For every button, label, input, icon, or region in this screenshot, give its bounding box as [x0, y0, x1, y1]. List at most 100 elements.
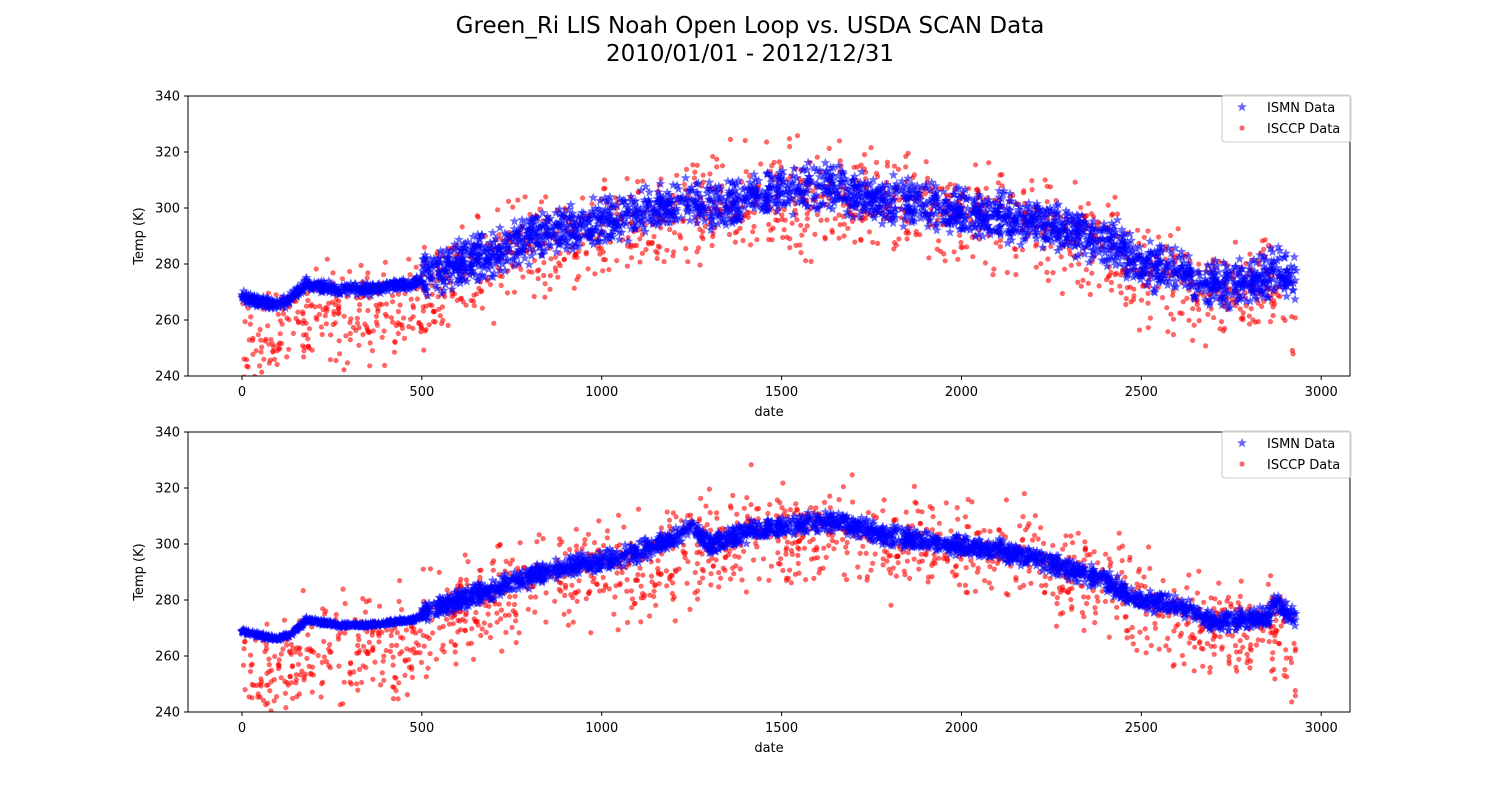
- isccp-point: [323, 658, 330, 665]
- isccp-point: [347, 330, 353, 337]
- isccp-point: [479, 305, 485, 311]
- ismn-point: [1031, 222, 1042, 232]
- ismn-point: [486, 243, 497, 253]
- ismn-point: [643, 194, 654, 204]
- isccp-point: [614, 570, 620, 576]
- isccp-point: [1237, 593, 1243, 600]
- ismn-point: [958, 217, 969, 228]
- isccp-point: [253, 348, 259, 354]
- ismn-point: [667, 197, 678, 207]
- ismn-point: [983, 194, 994, 205]
- isccp-point: [333, 357, 339, 364]
- ismn-point: [1104, 225, 1114, 235]
- isccp-point: [403, 627, 409, 633]
- ismn-point: [1002, 211, 1013, 222]
- ismn-point: [529, 225, 540, 235]
- isccp-point: [922, 191, 928, 197]
- ismn-point: [1234, 266, 1245, 276]
- isccp-point: [1122, 574, 1128, 580]
- isccp-point: [370, 676, 376, 682]
- ismn-point: [1199, 286, 1210, 296]
- ismn-point: [822, 183, 833, 193]
- isccp-point: [860, 543, 866, 549]
- ismn-point: [312, 278, 322, 288]
- isccp-point: [781, 227, 787, 233]
- ismn-point: [882, 212, 892, 223]
- isccp-point: [294, 693, 300, 700]
- isccp-point: [280, 646, 286, 652]
- ismn-point: [567, 208, 578, 218]
- isccp-point: [356, 637, 362, 643]
- isccp-point: [255, 694, 261, 700]
- ismn-point: [410, 274, 421, 285]
- isccp-point: [982, 260, 989, 266]
- isccp-point: [382, 362, 388, 368]
- isccp-point: [1194, 590, 1200, 596]
- isccp-point: [367, 329, 373, 335]
- ismn-point: [495, 265, 506, 275]
- ismn-point: [1237, 272, 1248, 282]
- ismn-point: [1070, 252, 1081, 262]
- ismn-point: [1038, 221, 1048, 231]
- isccp-point: [841, 233, 847, 239]
- ismn-point: [573, 234, 583, 244]
- ismn-point: [570, 223, 581, 234]
- ismn-point: [1116, 224, 1127, 234]
- isccp-point: [1255, 637, 1261, 643]
- y-tick-label: 300: [155, 202, 180, 217]
- ismn-point: [584, 210, 595, 220]
- x-tick-label: 1000: [585, 385, 618, 400]
- ismn-point: [1148, 286, 1159, 296]
- ismn-point: [458, 239, 469, 249]
- ismn-point: [620, 199, 631, 210]
- ismn-point: [243, 295, 253, 306]
- isccp-point: [655, 558, 661, 564]
- ismn-point: [548, 230, 559, 241]
- isccp-point: [1068, 262, 1074, 268]
- isccp-point: [1266, 639, 1272, 645]
- isccp-point: [321, 654, 327, 660]
- isccp-point: [702, 223, 708, 229]
- ismn-point: [490, 241, 501, 251]
- isccp-point: [574, 254, 580, 260]
- ismn-point: [1173, 265, 1184, 275]
- ismn-point: [706, 215, 717, 225]
- ismn-point: [595, 206, 606, 216]
- ismn-point: [644, 198, 655, 208]
- isccp-point: [364, 324, 370, 330]
- isccp-point: [393, 675, 399, 681]
- isccp-point: [542, 281, 548, 287]
- ismn-point: [855, 186, 865, 196]
- isccp-point: [697, 580, 703, 586]
- isccp-point: [1259, 238, 1265, 244]
- isccp-point: [635, 572, 641, 578]
- ismn-point: [930, 181, 941, 191]
- ismn-point: [827, 195, 838, 205]
- ismn-point: [747, 199, 757, 209]
- isccp-point: [681, 181, 688, 187]
- isccp-point: [691, 175, 698, 181]
- isccp-point: [452, 649, 458, 655]
- isccp-point: [734, 228, 740, 235]
- isccp-point: [526, 268, 532, 275]
- ismn-point: [1116, 230, 1127, 240]
- isccp-point: [255, 332, 261, 338]
- isccp-point: [477, 567, 483, 573]
- isccp-point: [1291, 640, 1297, 647]
- ismn-point: [1127, 246, 1138, 256]
- isccp-point: [541, 272, 547, 279]
- isccp-point: [880, 556, 886, 562]
- isccp-point: [986, 580, 992, 586]
- ismn-point: [1020, 233, 1031, 243]
- isccp-point: [1272, 676, 1278, 682]
- ismn-point: [969, 199, 979, 209]
- ismn-point: [1204, 284, 1215, 295]
- isccp-point: [858, 162, 864, 168]
- isccp-point: [864, 577, 870, 583]
- ismn-point: [542, 211, 553, 221]
- ismn-point: [1247, 283, 1258, 294]
- ismn-point: [797, 165, 808, 175]
- isccp-point: [506, 601, 512, 607]
- isccp-point: [651, 233, 657, 240]
- ismn-point: [491, 258, 502, 268]
